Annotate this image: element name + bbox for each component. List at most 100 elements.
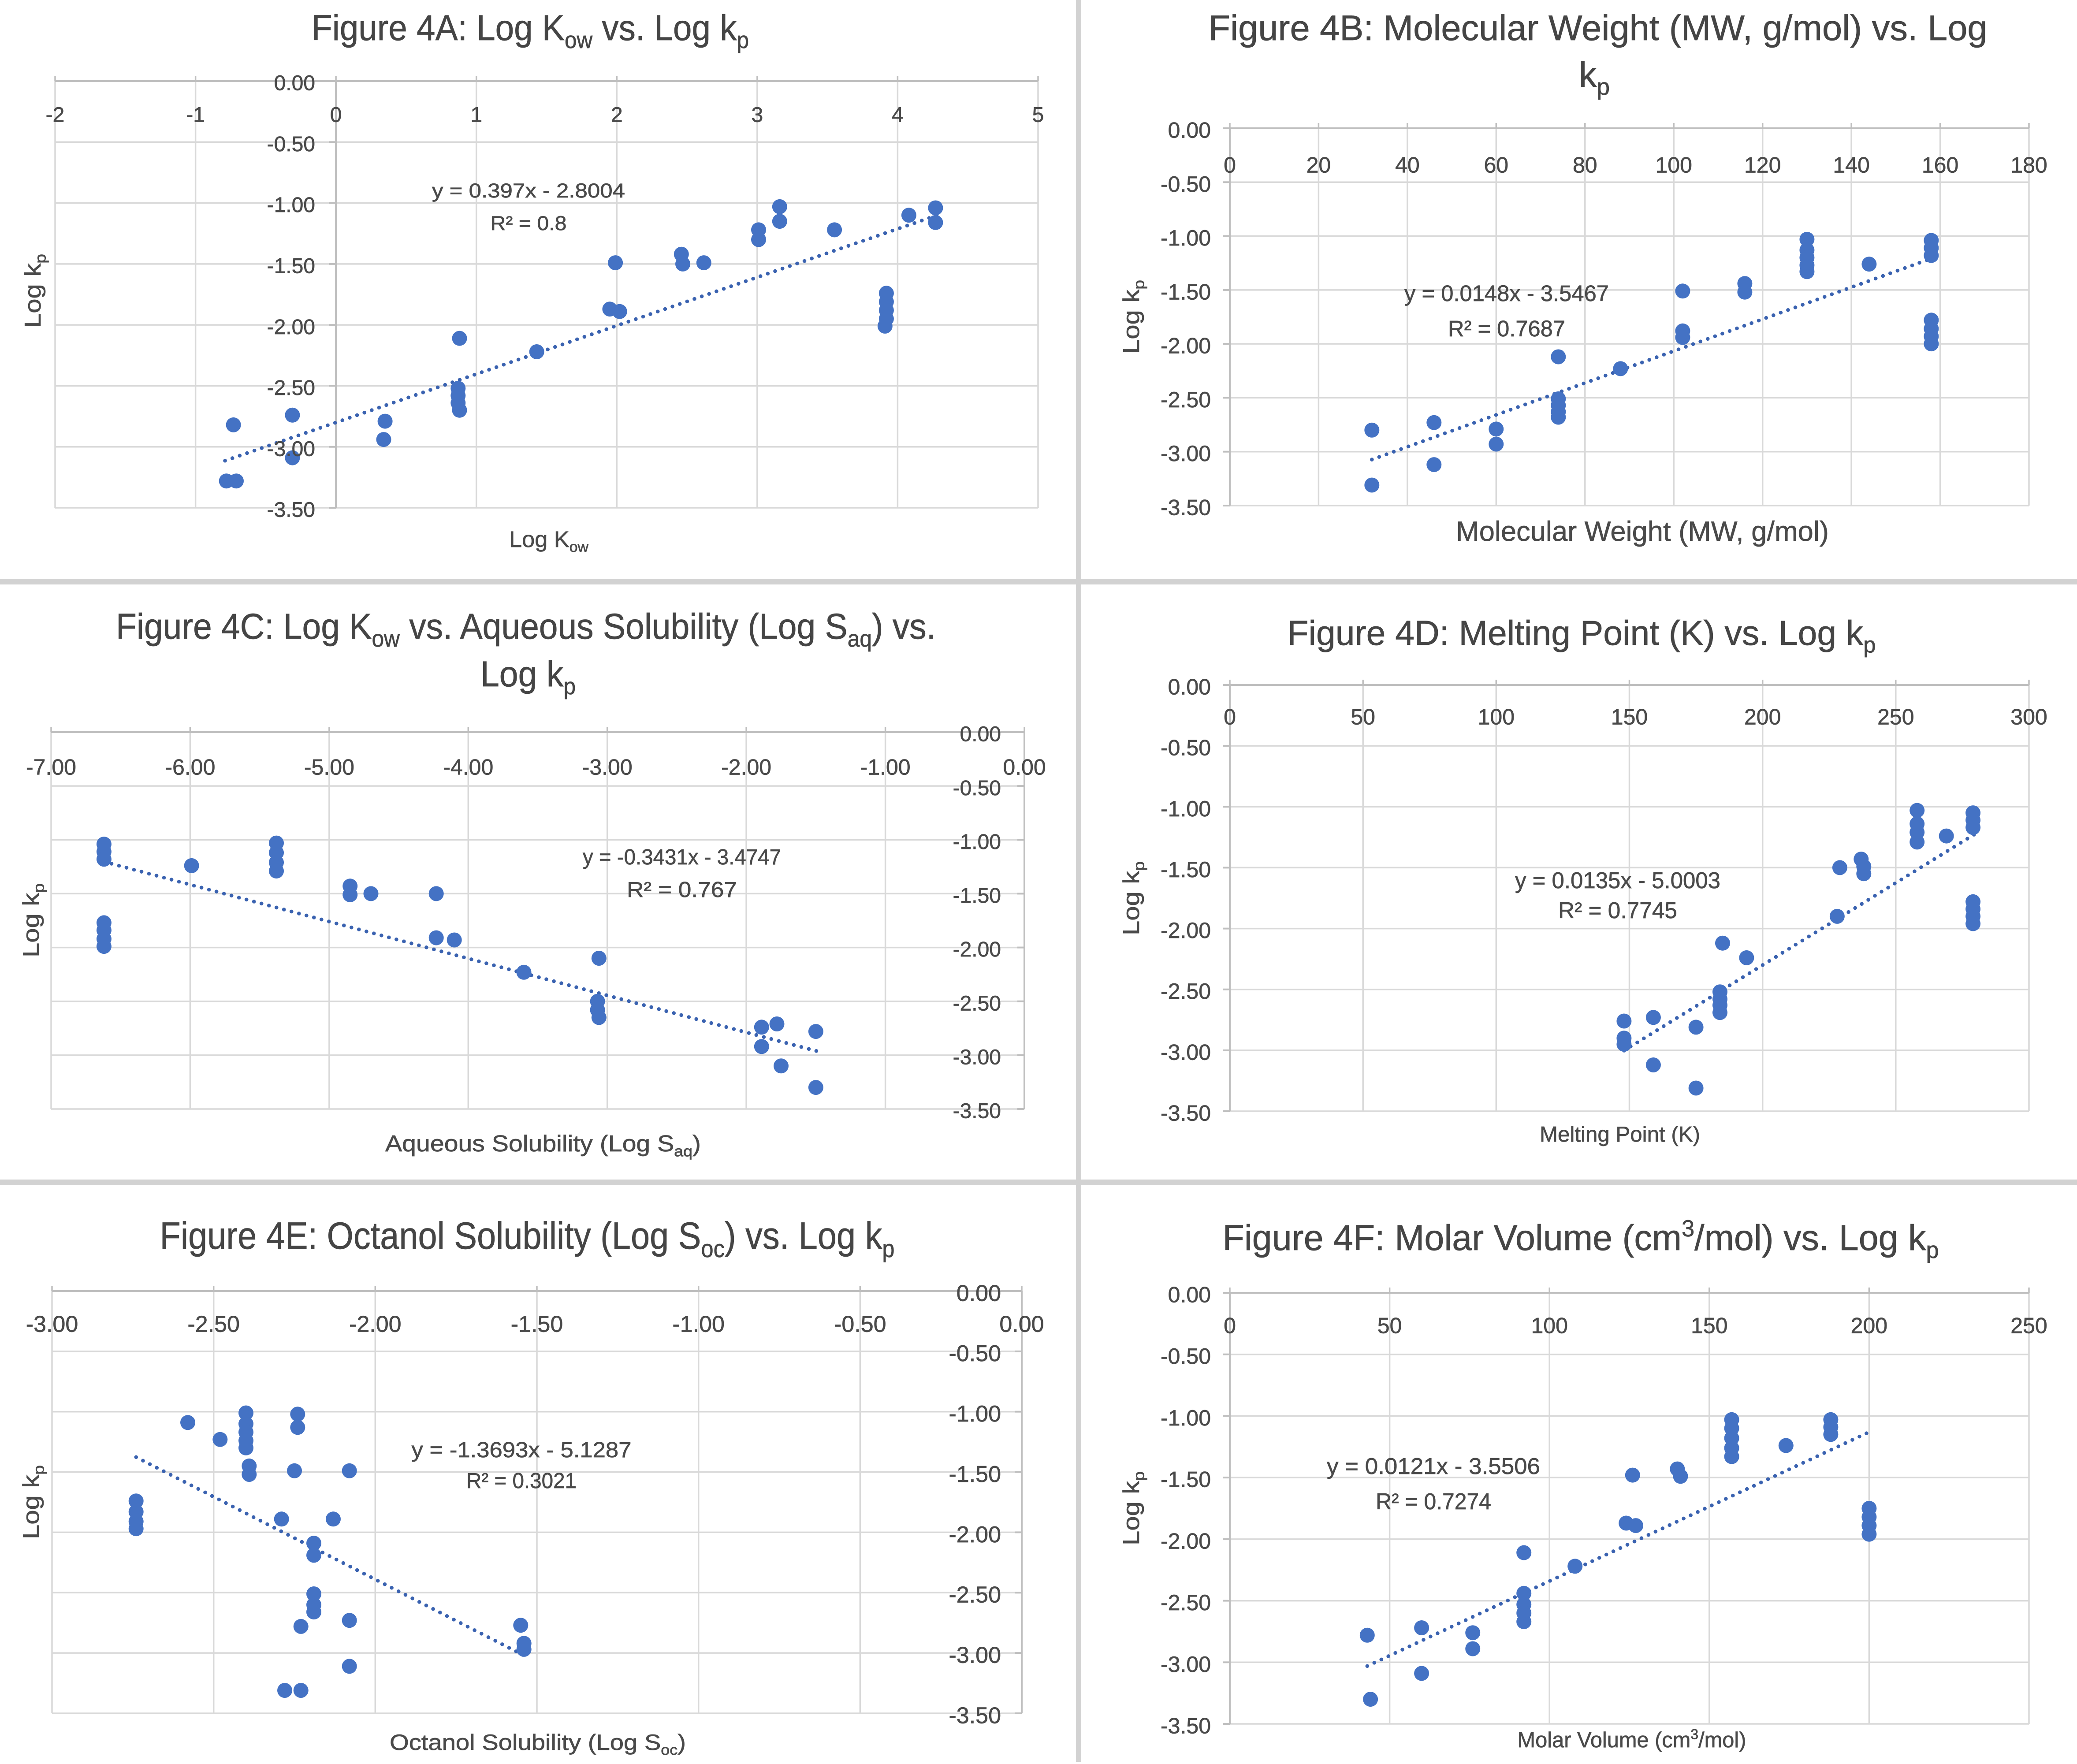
svg-text:-1.00: -1.00 — [1161, 226, 1211, 250]
svg-text:R² = 0.3021: R² = 0.3021 — [466, 1469, 577, 1493]
svg-text:-2.50: -2.50 — [267, 376, 315, 400]
svg-text:Molar Volume (cm3/mol): Molar Volume (cm3/mol) — [1518, 1726, 1746, 1752]
svg-text:Figure 4F: Molar Volume (cm3/m: Figure 4F: Molar Volume (cm3/mol) vs. Lo… — [1223, 1216, 1939, 1263]
svg-text:2: 2 — [611, 104, 623, 127]
svg-text:R² = 0.7274: R² = 0.7274 — [1376, 1489, 1491, 1515]
svg-text:-0.50: -0.50 — [1161, 1344, 1211, 1369]
svg-text:5: 5 — [1032, 104, 1044, 127]
svg-text:0.00: 0.00 — [960, 723, 1001, 746]
svg-text:-3.00: -3.00 — [26, 1311, 78, 1337]
svg-text:-3.00: -3.00 — [267, 437, 315, 461]
svg-text:Molecular Weight (MW, g/mol): Molecular Weight (MW, g/mol) — [1456, 516, 1829, 547]
svg-text:-0.50: -0.50 — [834, 1311, 886, 1337]
svg-text:-3.00: -3.00 — [1161, 1040, 1211, 1064]
svg-text:60: 60 — [1484, 153, 1508, 178]
svg-text:250: 250 — [1877, 705, 1914, 729]
svg-text:0.00: 0.00 — [999, 1311, 1044, 1337]
svg-text:Log kp: Log kp — [1119, 1471, 1147, 1545]
svg-text:-2.50: -2.50 — [949, 1582, 1001, 1608]
svg-text:-2: -2 — [46, 104, 65, 127]
svg-text:-3.50: -3.50 — [949, 1703, 1001, 1728]
svg-text:-4.00: -4.00 — [443, 755, 493, 780]
svg-text:160: 160 — [1922, 153, 1958, 178]
svg-text:-1.00: -1.00 — [949, 1401, 1001, 1427]
svg-text:0.00: 0.00 — [1168, 675, 1211, 700]
svg-text:180: 180 — [2010, 153, 2047, 178]
svg-text:-1.50: -1.50 — [267, 255, 315, 278]
svg-text:-3.00: -3.00 — [949, 1643, 1001, 1668]
svg-text:-7.00: -7.00 — [26, 755, 76, 780]
svg-text:Log kp: Log kp — [480, 654, 576, 700]
svg-text:-3.50: -3.50 — [1161, 1714, 1211, 1738]
svg-text:-1.50: -1.50 — [953, 884, 1001, 908]
svg-text:-1.00: -1.00 — [267, 194, 315, 217]
svg-text:R² = 0.7687: R² = 0.7687 — [1448, 316, 1565, 341]
svg-text:Log Kow: Log Kow — [509, 527, 588, 555]
svg-text:-2.00: -2.00 — [721, 755, 771, 780]
svg-text:-2.00: -2.00 — [349, 1311, 402, 1337]
svg-text:0: 0 — [1224, 705, 1236, 729]
svg-text:-0.50: -0.50 — [1161, 736, 1211, 760]
svg-text:-2.00: -2.00 — [949, 1522, 1001, 1548]
svg-text:-3.50: -3.50 — [1161, 495, 1211, 520]
svg-text:-1.00: -1.00 — [860, 755, 911, 780]
svg-text:-3.00: -3.00 — [582, 755, 633, 780]
svg-text:-3.50: -3.50 — [953, 1100, 1001, 1123]
svg-text:-2.00: -2.00 — [267, 316, 315, 339]
svg-text:300: 300 — [2010, 705, 2047, 729]
svg-text:Figure 4C: Log Kow vs. Aqueous: Figure 4C: Log Kow vs. Aqueous Solubilit… — [116, 607, 936, 652]
svg-text:R² = 0.8: R² = 0.8 — [491, 212, 567, 234]
svg-text:-2.00: -2.00 — [953, 938, 1001, 961]
svg-text:4: 4 — [892, 104, 904, 127]
svg-text:Figure 4B: Molecular Weight (M: Figure 4B: Molecular Weight (MW, g/mol) … — [1209, 8, 1988, 48]
svg-text:-2.00: -2.00 — [1161, 334, 1211, 358]
svg-text:y = -0.3431x - 3.4747: y = -0.3431x - 3.4747 — [583, 845, 781, 869]
svg-text:0.00: 0.00 — [274, 72, 315, 95]
svg-text:-1.50: -1.50 — [949, 1462, 1001, 1487]
svg-text:100: 100 — [1655, 153, 1692, 178]
svg-text:-1.00: -1.00 — [1161, 1406, 1211, 1430]
svg-text:50: 50 — [1377, 1314, 1402, 1338]
svg-text:0.00: 0.00 — [957, 1280, 1001, 1306]
svg-text:-2.50: -2.50 — [1161, 979, 1211, 1004]
svg-text:3: 3 — [752, 104, 763, 127]
svg-text:20: 20 — [1306, 153, 1331, 178]
svg-text:Figure 4E: Octanol Solubility: Figure 4E: Octanol Solubility (Log Soc) … — [160, 1215, 895, 1262]
svg-text:-1.50: -1.50 — [1161, 857, 1211, 882]
svg-text:50: 50 — [1351, 705, 1375, 729]
svg-text:0: 0 — [330, 104, 342, 127]
svg-text:-1.00: -1.00 — [953, 830, 1001, 854]
svg-text:-0.50: -0.50 — [949, 1341, 1001, 1366]
svg-text:Octanol Solubility (Log Soc): Octanol Solubility (Log Soc) — [390, 1730, 686, 1758]
svg-text:0.00: 0.00 — [1168, 118, 1211, 143]
svg-text:-1.50: -1.50 — [1161, 279, 1211, 304]
svg-text:-1.00: -1.00 — [672, 1311, 725, 1337]
svg-text:250: 250 — [2010, 1314, 2047, 1338]
svg-text:-0.50: -0.50 — [1161, 172, 1211, 197]
svg-text:Figure 4D: Melting Point (K) v: Figure 4D: Melting Point (K) vs. Log kp — [1288, 613, 1876, 657]
svg-text:-3.50: -3.50 — [267, 499, 315, 522]
svg-text:Figure 4A: Log Kow vs. Log kp: Figure 4A: Log Kow vs. Log kp — [312, 8, 749, 53]
svg-text:100: 100 — [1531, 1314, 1567, 1338]
svg-text:-3.00: -3.00 — [953, 1046, 1001, 1069]
svg-text:-1: -1 — [186, 104, 205, 127]
svg-text:y = -1.3693x - 5.1287: y = -1.3693x - 5.1287 — [412, 1438, 632, 1462]
svg-text:-2.50: -2.50 — [187, 1311, 240, 1337]
svg-text:-2.50: -2.50 — [1161, 1590, 1211, 1615]
svg-text:200: 200 — [1744, 705, 1781, 729]
svg-text:-1.50: -1.50 — [1161, 1467, 1211, 1492]
svg-text:150: 150 — [1611, 705, 1648, 729]
svg-text:100: 100 — [1478, 705, 1515, 729]
svg-text:-2.00: -2.00 — [1161, 918, 1211, 943]
svg-text:40: 40 — [1395, 153, 1420, 178]
svg-text:-1.50: -1.50 — [511, 1311, 563, 1337]
svg-text:140: 140 — [1833, 153, 1869, 178]
svg-text:-3.00: -3.00 — [1161, 441, 1211, 466]
svg-text:R² = 0.7745: R² = 0.7745 — [1558, 898, 1677, 923]
svg-text:150: 150 — [1691, 1314, 1727, 1338]
svg-text:-0.50: -0.50 — [267, 133, 315, 156]
svg-text:Melting Point (K): Melting Point (K) — [1540, 1123, 1700, 1146]
svg-text:Log kp: Log kp — [1119, 861, 1147, 935]
svg-text:0.00: 0.00 — [1003, 755, 1046, 780]
svg-text:-2.50: -2.50 — [953, 992, 1001, 1015]
